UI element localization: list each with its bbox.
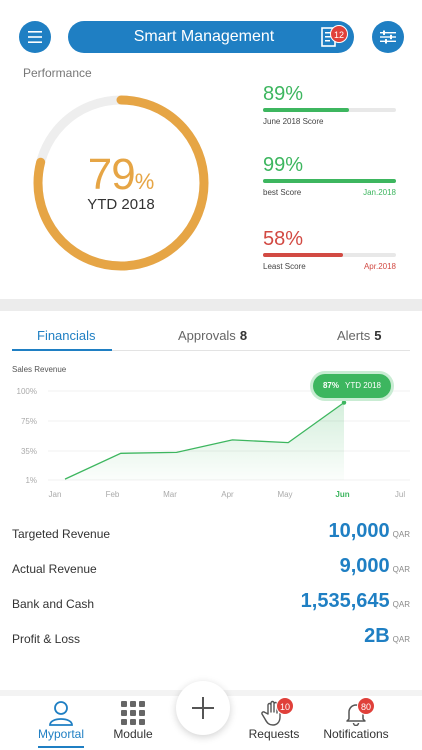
ring-progress-arc (33, 95, 209, 271)
score-bar-fill (263, 253, 343, 257)
ring-value: 79% (30, 150, 212, 200)
tooltip-value: 87% (322, 381, 339, 390)
plus-icon (192, 697, 214, 719)
score-bar (263, 179, 396, 183)
metric-label: Actual Revenue (12, 562, 97, 576)
score-caption: Least Score (263, 262, 306, 271)
metric-row: Actual Revenue 9,000 QAR (12, 550, 410, 580)
x-tick-label: Apr (221, 490, 234, 499)
tab-rule (12, 350, 410, 351)
metric-row: Targeted Revenue 10,000 QAR (12, 515, 410, 545)
nav-module[interactable]: Module (104, 696, 162, 750)
y-tick-label: 100% (17, 387, 37, 396)
metric-row: Profit & Loss 2B QAR (12, 620, 410, 650)
score-bar (263, 108, 396, 112)
score-value: 58% (263, 228, 304, 250)
highlight-point (341, 400, 347, 405)
active-nav-indicator (38, 746, 84, 748)
requests-count-badge: 10 (276, 697, 294, 715)
x-tick-label: Feb (106, 490, 120, 499)
sliders-filter-icon (380, 30, 396, 44)
user-profile-icon (49, 701, 73, 726)
score-caption: June 2018 Score (263, 117, 324, 126)
nav-label: Notifications (323, 727, 389, 741)
y-tick-label: 35% (21, 447, 37, 456)
metric-value: 9,000 (339, 555, 390, 577)
tab-bar: Financials Approvals 8 Alerts 5 (0, 322, 422, 352)
tab-count: 8 (239, 328, 248, 343)
score-date: Apr.2018 (363, 262, 396, 271)
score-bar-fill (263, 179, 396, 183)
performance-label: Performance (23, 66, 92, 80)
app-title: Smart Management (133, 28, 275, 45)
metric-unit: QAR (392, 600, 410, 609)
metric-row: Bank and Cash 1,535,645 QAR (12, 585, 410, 615)
tab-alerts[interactable]: Alerts 5 (337, 328, 381, 343)
metric-unit: QAR (392, 530, 410, 539)
score-june: 89% June 2018 Score (263, 84, 396, 126)
ring-value-number: 79 (87, 150, 136, 199)
nav-label: Module (113, 727, 153, 741)
tab-label: Approvals (178, 328, 236, 343)
metric-label: Profit & Loss (12, 632, 81, 646)
score-value: 89% (263, 83, 304, 105)
x-tick-label: Jun (335, 490, 349, 499)
score-least: 58% Least Score Apr.2018 (263, 229, 396, 271)
score-bar-fill (263, 108, 350, 112)
active-tab-indicator (12, 349, 112, 351)
sales-revenue-chart: 100% 75% 35% 1% Jan Feb Mar Apr May Jun Jul Sales… (0, 360, 422, 505)
menu-button[interactable] (19, 21, 51, 53)
metric-label: Bank and Cash (12, 597, 95, 611)
nav-myportal[interactable]: Myportal (30, 696, 92, 750)
ring-value-unit: % (134, 169, 155, 194)
score-value: 99% (263, 154, 304, 176)
tab-approvals[interactable]: Approvals 8 (178, 328, 247, 343)
series-line (64, 402, 345, 480)
chart-title: Sales Revenue (12, 365, 67, 374)
ring-caption: YTD 2018 (87, 196, 155, 213)
y-tick-label: 1% (25, 476, 37, 485)
tab-financials[interactable]: Financials (37, 328, 96, 343)
hamburger-menu-icon (28, 31, 42, 43)
nav-requests[interactable]: Requests 10 (244, 696, 304, 750)
x-tick-label: Mar (163, 490, 177, 499)
metric-value: 1,535,645 (300, 590, 390, 612)
documents-button[interactable]: 12 (320, 25, 350, 50)
tab-label: Financials (37, 328, 96, 343)
y-tick-label: 75% (21, 417, 37, 426)
nav-label: Myportal (37, 727, 84, 741)
score-date: Jan.2018 (363, 188, 396, 197)
score-bar (263, 253, 396, 257)
x-tick-label: Jan (49, 490, 62, 499)
filter-button[interactable] (372, 21, 404, 53)
metric-value: 10,000 (328, 520, 390, 542)
x-tick-label: Jul (395, 490, 405, 499)
title-bar: Smart Management 12 (68, 21, 354, 53)
metric-label: Targeted Revenue (12, 527, 111, 541)
metric-unit: QAR (392, 635, 410, 644)
tooltip-label: YTD 2018 (344, 381, 382, 390)
notifications-count-badge: 80 (357, 697, 375, 715)
series-area (65, 402, 344, 480)
add-button[interactable] (176, 681, 230, 735)
nav-notifications[interactable]: Notifications 80 (316, 696, 396, 750)
grid-apps-icon (121, 701, 145, 725)
metric-value: 2B (364, 625, 390, 647)
section-divider (0, 299, 422, 311)
x-tick-label: May (277, 490, 292, 499)
score-best: 99% best Score Jan.2018 (263, 155, 396, 197)
tab-count: 5 (374, 328, 382, 343)
tab-label: Alerts (337, 328, 371, 343)
metric-unit: QAR (392, 565, 410, 574)
nav-label: Requests (248, 727, 300, 741)
documents-count-badge: 12 (330, 25, 348, 43)
score-caption: best Score (263, 188, 302, 197)
ytd-performance-ring (33, 95, 209, 271)
chart-tooltip: 87% YTD 2018 (313, 374, 391, 398)
